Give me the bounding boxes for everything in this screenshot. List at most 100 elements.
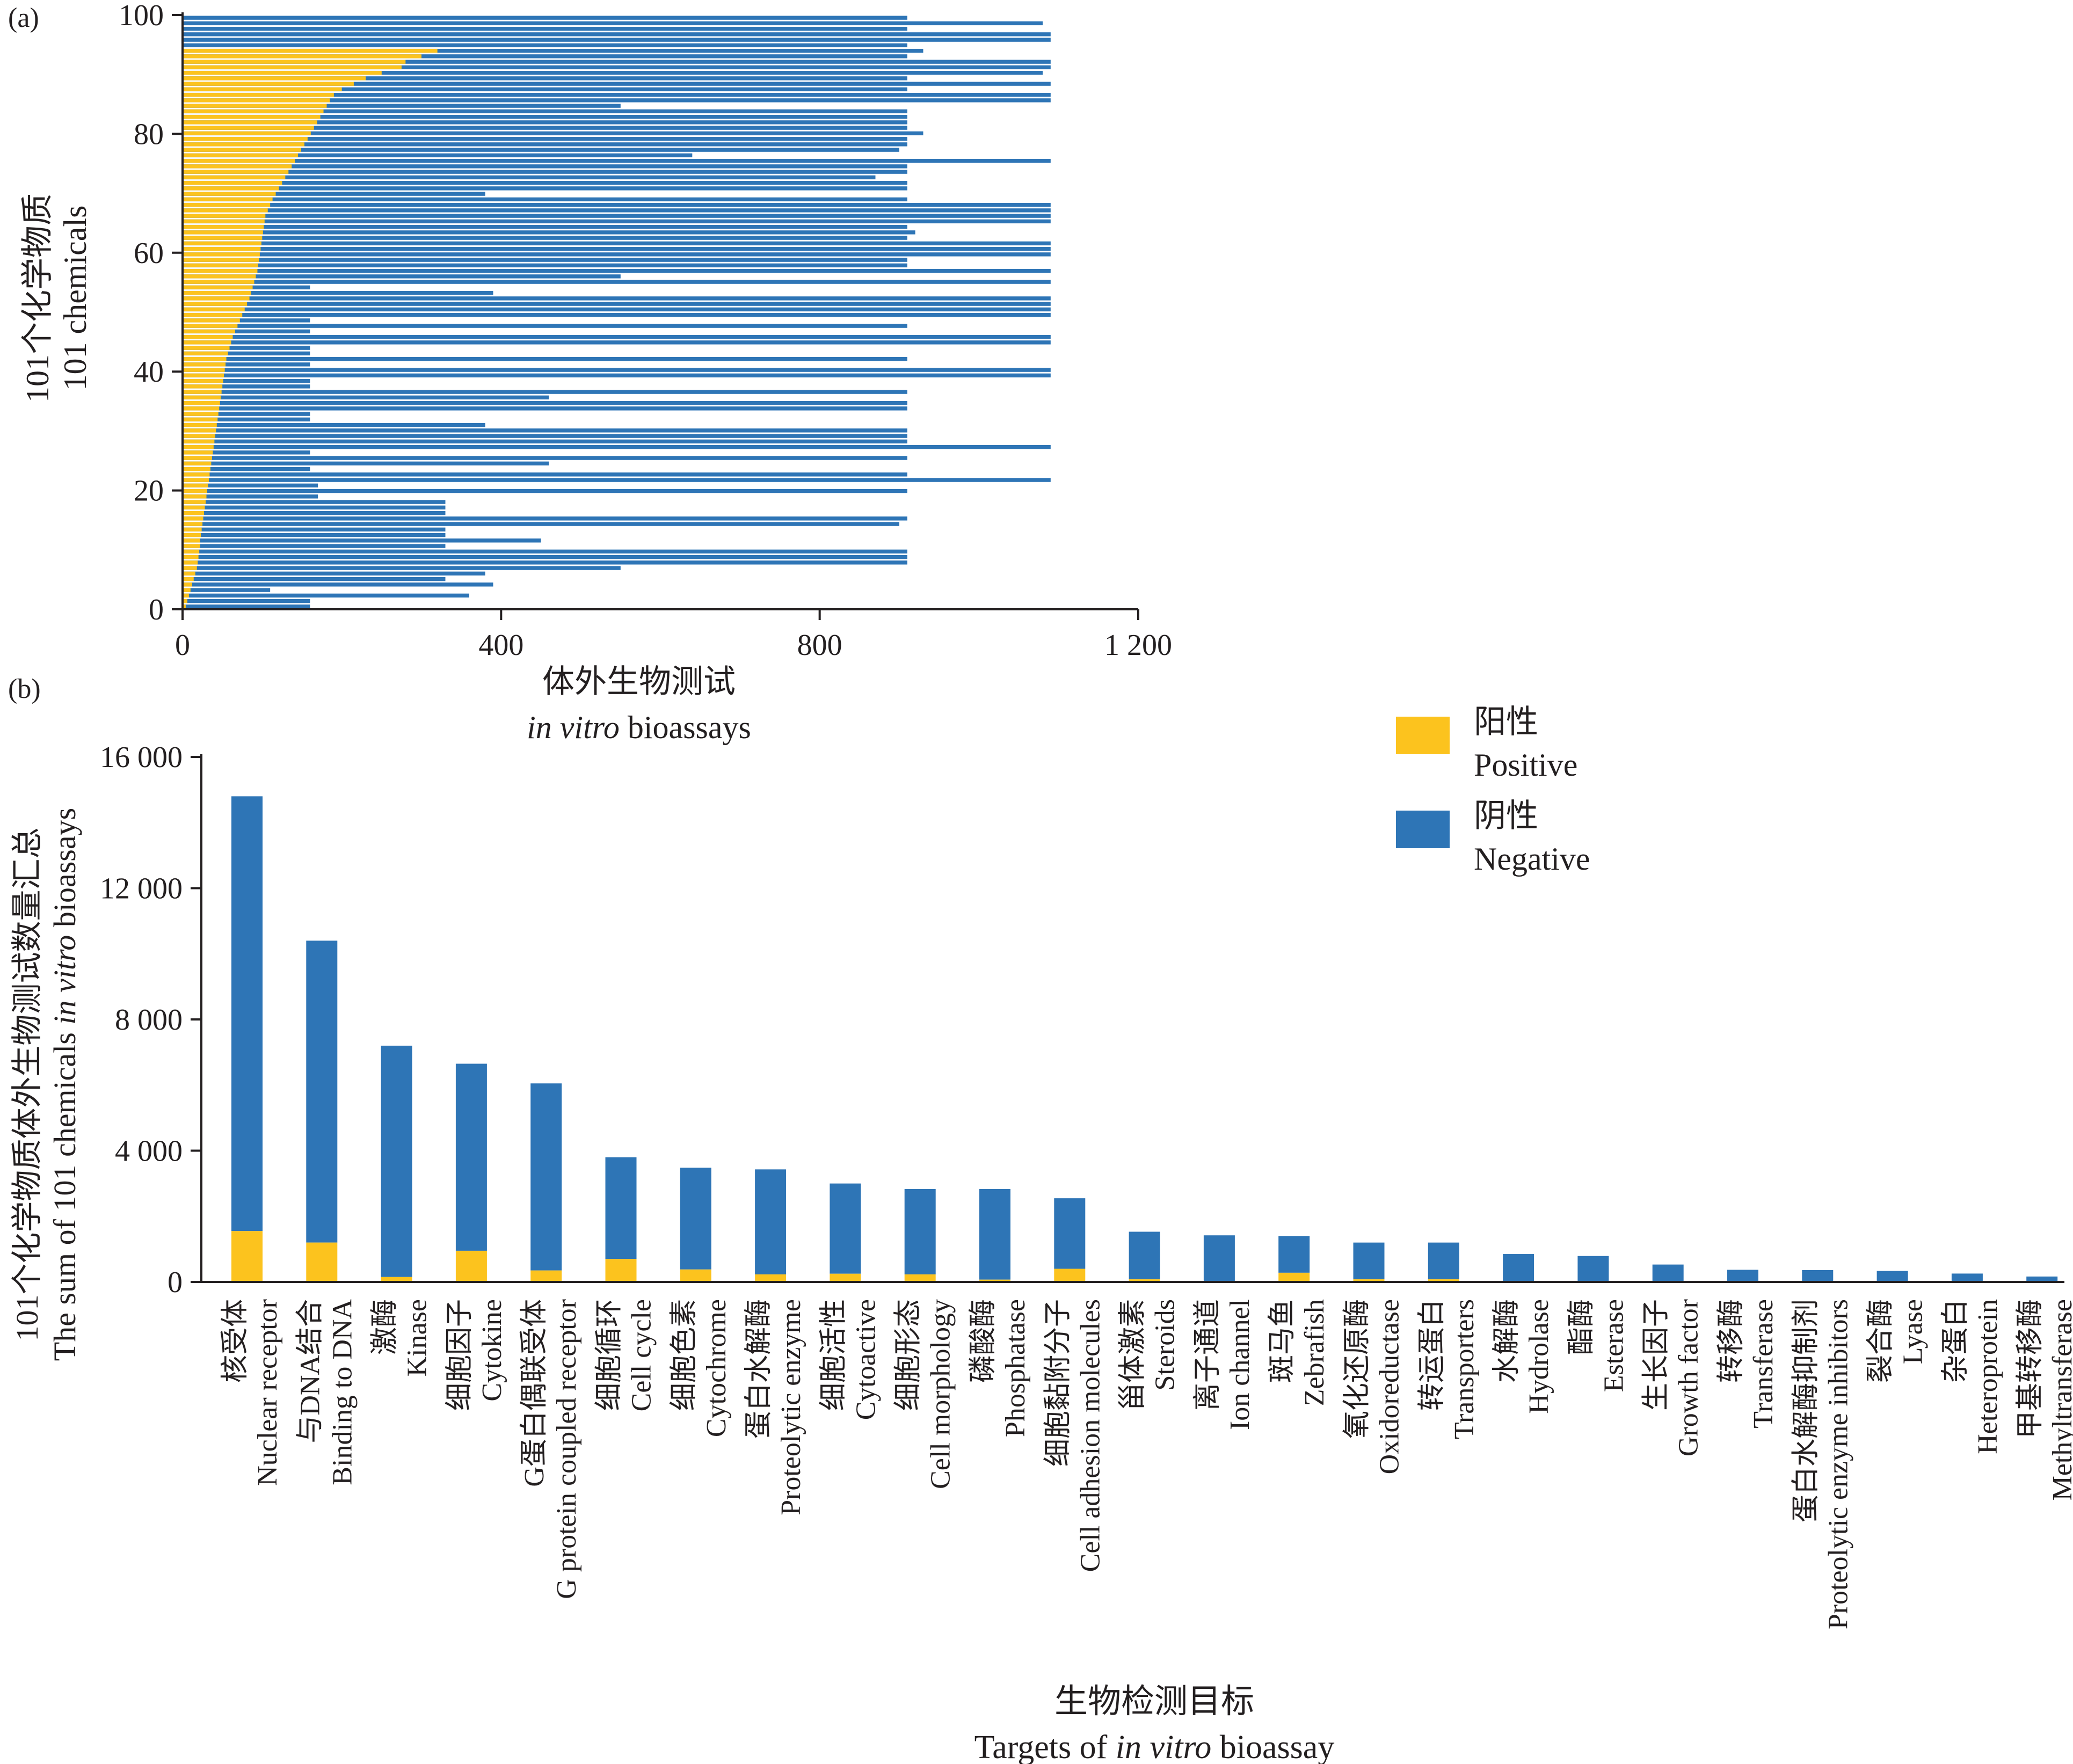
target-bar-negative <box>904 1189 936 1274</box>
chemical-bar-negative <box>183 505 446 510</box>
category-label-cn: 细胞因子 <box>445 1299 475 1411</box>
category-label-cn: 细胞形态 <box>893 1299 924 1411</box>
target-bar-positive <box>381 1277 412 1282</box>
chemical-bar-negative <box>183 280 1051 284</box>
target-bar-positive <box>830 1273 861 1282</box>
category-label-en: G protein coupled receptor <box>551 1299 582 1599</box>
chemical-bar-negative <box>183 192 485 196</box>
chemical-bar-negative <box>183 32 1051 37</box>
target-bar-negative <box>1951 1273 1983 1282</box>
chemical-bar-positive <box>183 439 215 444</box>
category-label-cn: 与DNA结合 <box>295 1299 325 1444</box>
chemical-bar-negative <box>183 258 907 262</box>
chemical-bar-negative <box>183 274 621 279</box>
target-bar-negative <box>1652 1264 1684 1281</box>
chemical-bar-negative <box>183 544 446 548</box>
chemical-bar-negative <box>183 16 907 20</box>
chemical-bar-negative <box>183 175 876 180</box>
chemical-bar-positive <box>183 120 317 125</box>
chemical-bar-positive <box>183 82 354 86</box>
panel-a-xlabel-rest: bioassays <box>620 710 751 745</box>
chemical-bar-negative <box>183 142 907 147</box>
chemical-bar-negative <box>183 296 1051 301</box>
category-label-cn: 甾体激素 <box>1118 1299 1148 1411</box>
chemical-bar-negative <box>183 136 907 141</box>
chemical-bar-negative <box>183 472 907 477</box>
chemical-bar-positive <box>183 285 253 290</box>
chemical-bar-positive <box>183 412 219 416</box>
category-label-en: Methyltransferase <box>2047 1299 2073 1500</box>
chemical-bar-positive <box>183 126 314 130</box>
chemical-bar-positive <box>183 588 191 592</box>
category-label-en: Phosphatase <box>1000 1299 1031 1437</box>
target-bar-positive <box>1428 1279 1459 1282</box>
category-label-cn: 离子通道 <box>1192 1299 1223 1411</box>
target-bar-negative <box>680 1168 711 1270</box>
category-label-cn: 细胞色素 <box>669 1299 700 1411</box>
chemical-bar-negative <box>183 236 907 240</box>
chemical-bar-negative <box>183 329 310 334</box>
panel-b-y-tick-label: 16 000 <box>100 741 183 774</box>
category-label-en: Zebrafish <box>1299 1299 1330 1406</box>
legend-positive-cn: 阳性 <box>1474 704 1538 740</box>
chemical-bar-negative <box>183 494 318 499</box>
category-label-en: Steroids <box>1150 1299 1181 1390</box>
target-bar-negative <box>530 1083 562 1271</box>
chemical-bar-negative <box>183 214 1051 218</box>
chemical-bar-negative <box>183 180 907 185</box>
chemical-bar-negative <box>183 412 310 416</box>
target-bar-negative <box>1503 1254 1534 1281</box>
chemical-bar-positive <box>183 258 259 262</box>
legend-negative-swatch <box>1396 811 1450 848</box>
chemical-bar-negative <box>183 87 907 92</box>
chemical-bar-positive <box>183 180 282 185</box>
panel-a-xlabel-italic: in vitro <box>527 710 620 745</box>
chemical-bar-positive <box>183 483 208 488</box>
chemical-bar-positive <box>183 170 289 174</box>
chemical-bar-negative <box>183 164 907 169</box>
chemical-bar-negative <box>183 489 907 493</box>
panel-b-ylabel-en-1: The sum of 101 chemicals <box>47 1025 82 1361</box>
chemical-bar-negative <box>183 533 446 537</box>
chemical-bar-positive <box>183 104 327 108</box>
chemical-bar-positive <box>183 329 235 334</box>
category-label-en: Growth factor <box>1674 1299 1704 1456</box>
chemical-bar-positive <box>183 302 248 306</box>
category-label-en: Proteolytic enzyme inhibitors <box>1823 1299 1853 1629</box>
target-bar-negative <box>381 1045 412 1277</box>
category-label-en: Kinase <box>402 1299 433 1376</box>
target-bar-negative <box>605 1157 637 1259</box>
chemical-bar-positive <box>183 362 226 367</box>
chemical-bar-negative <box>183 378 310 383</box>
target-bar-negative <box>231 796 263 1231</box>
chemical-bar-negative <box>183 439 907 444</box>
target-bar-negative <box>455 1063 487 1251</box>
category-label-en: Ion channel <box>1225 1299 1255 1430</box>
chemical-bar-positive <box>183 334 233 339</box>
chemical-bar-negative <box>183 224 907 229</box>
category-label-en: Cell cycle <box>627 1299 657 1411</box>
chemical-bar-negative <box>183 131 923 136</box>
panel-a-xlabel-cn: 体外生物测试 <box>542 664 736 699</box>
category-label-cn: 转移酶 <box>1716 1299 1747 1383</box>
chemical-bar-positive <box>183 478 209 482</box>
panel-a-axes: 0 400 800 1 200 0 20 40 60 80 100 <box>119 0 1172 662</box>
chemical-bar-negative <box>183 511 446 515</box>
panel-b-xlabel-cn: 生物检测目标 <box>1054 1683 1254 1720</box>
chemical-bar-negative <box>183 114 907 119</box>
target-bar-negative <box>830 1183 861 1274</box>
target-bar-positive <box>306 1242 338 1282</box>
chemical-bar-negative <box>183 302 1051 306</box>
chemical-bar-positive <box>183 511 205 515</box>
chemical-bar-negative <box>183 527 446 532</box>
panel-b: (b) 0 4 000 8 000 12 000 16 000 核受体 Nuclear r… <box>8 674 2073 1764</box>
category-label-en: Cytokine <box>477 1299 507 1402</box>
chemical-bar-negative <box>183 599 310 603</box>
chemical-bar-positive <box>183 566 197 570</box>
chemical-bar-positive <box>183 505 205 510</box>
chemical-bar-negative <box>183 346 310 350</box>
panel-b-axes: 0 4 000 8 000 12 000 16 000 <box>100 741 2064 1299</box>
chemical-bar-positive <box>183 494 207 499</box>
category-label-en: Cell adhesion molecules <box>1075 1299 1105 1572</box>
chemical-bar-positive <box>183 599 187 603</box>
